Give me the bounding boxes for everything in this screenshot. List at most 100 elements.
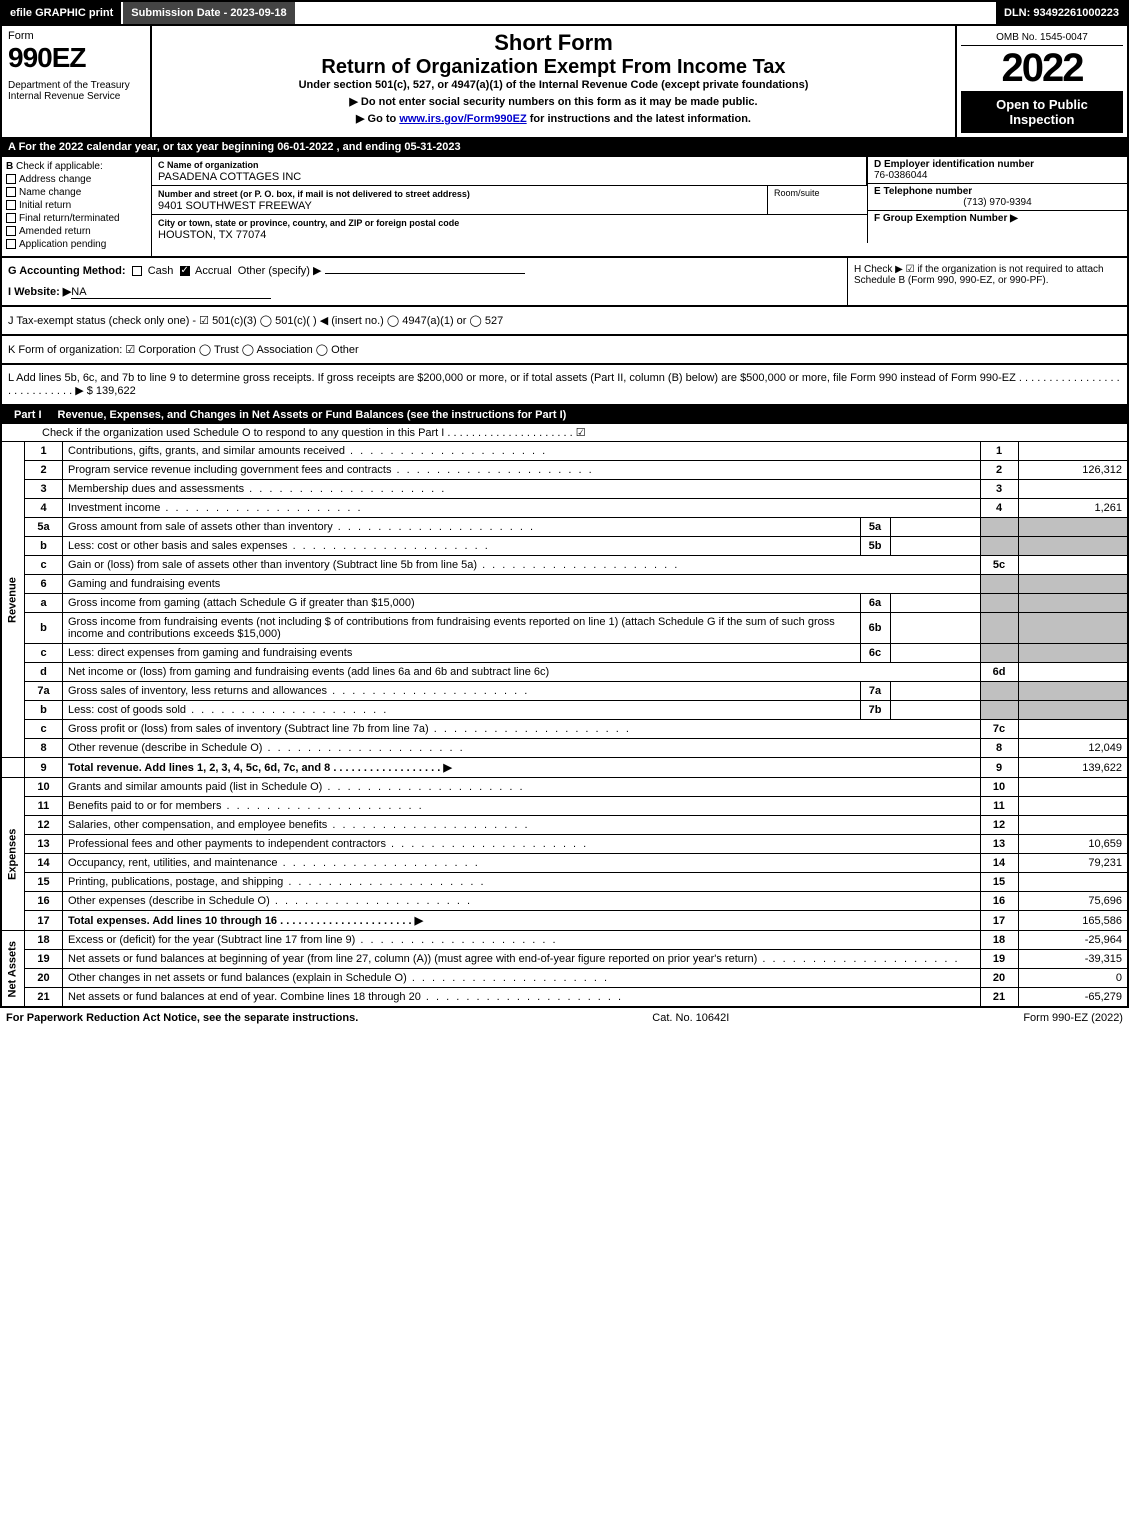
cb-address[interactable]: Address change <box>6 174 147 185</box>
l7c-n: c <box>25 720 63 739</box>
l3-n: 3 <box>25 480 63 499</box>
cb-amended[interactable]: Amended return <box>6 226 147 237</box>
l7b-sn: 7b <box>860 701 890 720</box>
l8-r: 8 <box>980 739 1018 758</box>
l14-n: 14 <box>25 854 63 873</box>
l6c-shade2 <box>1018 644 1128 663</box>
phone-value: (713) 970-9394 <box>874 197 1121 208</box>
netassets-side-label: Net Assets <box>1 931 25 1008</box>
l6d-n: d <box>25 663 63 682</box>
lines-table: Revenue 1 Contributions, gifts, grants, … <box>0 441 1129 1008</box>
l13-r: 13 <box>980 835 1018 854</box>
revenue-side-label: Revenue <box>1 442 25 758</box>
l4-n: 4 <box>25 499 63 518</box>
l6b-n: b <box>25 613 63 644</box>
cb-name[interactable]: Name change <box>6 187 147 198</box>
form-header: Form 990EZ Department of the Treasury In… <box>0 26 1129 139</box>
l20-r: 20 <box>980 969 1018 988</box>
room-suite: Room/suite <box>767 186 867 214</box>
section-jkl: J Tax-exempt status (check only one) - ☑… <box>0 307 1129 336</box>
header-right: OMB No. 1545-0047 2022 Open to Public In… <box>957 26 1127 137</box>
l7a-sn: 7a <box>860 682 890 701</box>
l16-r: 16 <box>980 892 1018 911</box>
street-value: 9401 SOUTHWEST FREEWAY <box>158 200 312 212</box>
l15-d: Printing, publications, postage, and shi… <box>68 876 283 888</box>
l5a-shade <box>980 518 1018 537</box>
cb-cash[interactable] <box>132 266 142 276</box>
l5c-n: c <box>25 556 63 575</box>
l7a-shade2 <box>1018 682 1128 701</box>
cb-final-label: Final return/terminated <box>19 213 120 224</box>
return-title: Return of Organization Exempt From Incom… <box>156 56 951 79</box>
l8-n: 8 <box>25 739 63 758</box>
goto-link[interactable]: www.irs.gov/Form990EZ <box>399 113 526 125</box>
c-letter: C <box>158 160 165 170</box>
part1-header: Part I Revenue, Expenses, and Changes in… <box>0 406 1129 424</box>
city-value: HOUSTON, TX 77074 <box>158 229 266 241</box>
l19-r: 19 <box>980 950 1018 969</box>
l20-v: 0 <box>1018 969 1128 988</box>
l3-d: Membership dues and assessments <box>68 483 244 495</box>
l8-v: 12,049 <box>1018 739 1128 758</box>
l7c-v <box>1018 720 1128 739</box>
page-footer: For Paperwork Reduction Act Notice, see … <box>0 1008 1129 1028</box>
l7c-r: 7c <box>980 720 1018 739</box>
cb-initial-label: Initial return <box>19 200 71 211</box>
l6b-shade2 <box>1018 613 1128 644</box>
cb-accrual[interactable] <box>180 266 190 276</box>
ein-value: 76-0386044 <box>874 170 927 181</box>
l11-r: 11 <box>980 797 1018 816</box>
l12-r: 12 <box>980 816 1018 835</box>
l3-r: 3 <box>980 480 1018 499</box>
header-left: Form 990EZ Department of the Treasury In… <box>2 26 152 137</box>
l14-r: 14 <box>980 854 1018 873</box>
l10-r: 10 <box>980 778 1018 797</box>
d-label: D Employer identification number <box>874 159 1034 170</box>
top-bar: efile GRAPHIC print Submission Date - 20… <box>0 0 1129 26</box>
l6-d: Gaming and fundraising events <box>63 575 981 594</box>
l12-d: Salaries, other compensation, and employ… <box>68 819 327 831</box>
cb-name-label: Name change <box>19 187 81 198</box>
l19-n: 19 <box>25 950 63 969</box>
l7b-shade <box>980 701 1018 720</box>
l10-d: Grants and similar amounts paid (list in… <box>68 781 322 793</box>
cb-final[interactable]: Final return/terminated <box>6 213 147 224</box>
l6b-shade <box>980 613 1018 644</box>
l2-v: 126,312 <box>1018 461 1128 480</box>
l2-r: 2 <box>980 461 1018 480</box>
c-name-label: Name of organization <box>167 160 259 170</box>
under-section: Under section 501(c), 527, or 4947(a)(1)… <box>156 79 951 91</box>
l6c-d: Less: direct expenses from gaming and fu… <box>63 644 861 663</box>
l20-d: Other changes in net assets or fund bala… <box>68 972 407 984</box>
l5b-n: b <box>25 537 63 556</box>
l9-d: Total revenue. Add lines 1, 2, 3, 4, 5c,… <box>68 762 452 774</box>
section-c-container: C Name of organization PASADENA COTTAGES… <box>152 157 1127 256</box>
l11-v <box>1018 797 1128 816</box>
other-specify-line <box>325 273 525 274</box>
j-line: J Tax-exempt status (check only one) - ☑… <box>8 314 1121 327</box>
l6a-sv <box>890 594 980 613</box>
l17-d: Total expenses. Add lines 10 through 16 … <box>68 915 423 927</box>
l5a-n: 5a <box>25 518 63 537</box>
footer-left: For Paperwork Reduction Act Notice, see … <box>6 1012 358 1024</box>
l19-d: Net assets or fund balances at beginning… <box>68 953 757 965</box>
dept-label: Department of the Treasury <box>8 80 144 91</box>
l1-n: 1 <box>25 442 63 461</box>
efile-label[interactable]: efile GRAPHIC print <box>2 2 121 24</box>
e-label: E Telephone number <box>874 186 972 197</box>
l6-shade <box>980 575 1018 594</box>
l5a-d: Gross amount from sale of assets other t… <box>68 521 333 533</box>
l18-n: 18 <box>25 931 63 950</box>
cb-amended-label: Amended return <box>19 226 91 237</box>
l12-v <box>1018 816 1128 835</box>
cb-pending[interactable]: Application pending <box>6 239 147 250</box>
l7a-sv <box>890 682 980 701</box>
cb-initial[interactable]: Initial return <box>6 200 147 211</box>
l5b-sn: 5b <box>860 537 890 556</box>
cb-address-label: Address change <box>19 174 91 185</box>
top-spacer <box>295 2 996 24</box>
l10-v <box>1018 778 1128 797</box>
l3-v <box>1018 480 1128 499</box>
l13-d: Professional fees and other payments to … <box>68 838 386 850</box>
l5b-d: Less: cost or other basis and sales expe… <box>68 540 288 552</box>
